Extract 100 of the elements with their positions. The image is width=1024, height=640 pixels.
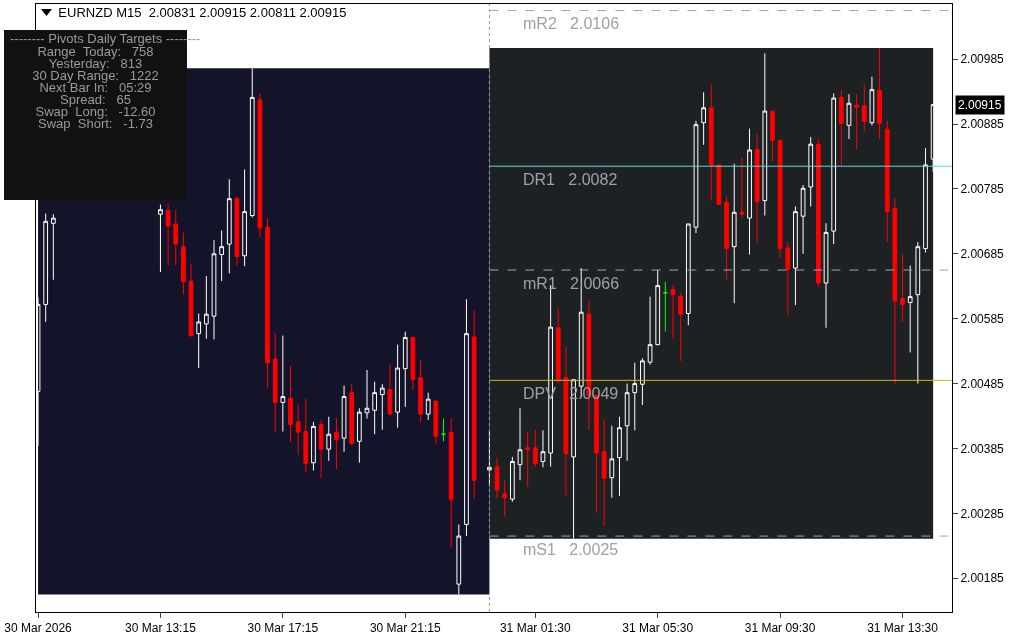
candlestick [601,419,607,527]
candlestick [395,344,400,429]
x-tick-label: 31 Mar 01:30 [499,621,571,636]
candlestick [724,196,729,281]
annotation: Spread: 65 [59,92,132,107]
candlestick [303,398,309,473]
candlestick [632,362,638,431]
candlestick [923,147,928,254]
candlestick [816,137,821,288]
candlestick [800,184,806,255]
candlestick [196,313,202,369]
candlestick [884,120,890,243]
candlestick [823,222,829,329]
candlestick [563,346,569,496]
candlestick [662,281,668,333]
ref-line-label: DR1 2.0082 [523,171,618,188]
y-tick-label: 2.00285 [960,506,1005,521]
candlestick [249,67,255,218]
candlestick [326,416,332,462]
candlestick [540,429,546,468]
candlestick [242,168,247,267]
candlestick [356,407,362,464]
y-tick-label: 2.00485 [960,376,1005,391]
candlestick [930,104,936,173]
x-tick-label: 30 Mar 13:15 [125,621,197,636]
candlestick [349,383,355,446]
candlestick [915,241,921,385]
y-tick-label: 2.00785 [960,182,1005,197]
candlestick [219,229,225,282]
candlestick [907,265,913,353]
candlestick [716,164,722,205]
candlestick [555,307,561,385]
candlestick [471,309,477,500]
candlestick [624,383,630,462]
candlestick [272,332,278,433]
candlestick [747,128,752,255]
candlestick [670,284,676,340]
candlestick [525,431,531,488]
candlestick [831,93,837,245]
candlestick [793,205,798,306]
candlestick [43,213,49,323]
candlestick [509,456,515,503]
candlestick [257,93,263,238]
candlestick [341,385,347,453]
candlestick [777,139,783,259]
candlestick [892,197,898,385]
candlestick [425,392,431,421]
candlestick [334,417,339,470]
candlestick [464,298,469,537]
candlestick [754,133,760,244]
candlestick [647,296,653,366]
candlestick [402,331,408,408]
candlestick [609,425,615,499]
candlestick [708,83,714,202]
candlestick [640,357,645,406]
candlestick [418,359,423,424]
candlestick [311,421,316,472]
candlestick [685,223,691,326]
candlestick [372,381,378,435]
x-tick-label: 31 Mar 13:30 [867,621,939,636]
y-tick-label: 2.00685 [960,247,1005,262]
candlestick [50,213,56,281]
candlestick [861,83,867,132]
candlestick [655,269,661,346]
y-tick-label: 2.00985 [960,52,1005,67]
candlestick [280,335,286,433]
candlestick [181,231,186,296]
candlestick [165,204,171,266]
candlestick [532,429,538,468]
candlestick [900,253,905,323]
candlestick [838,89,844,167]
candlestick [203,275,209,340]
candlestick [379,383,385,431]
candlestick [448,417,454,549]
candlestick [441,418,446,442]
x-tick-label: 31 Mar 05:30 [622,621,694,636]
chart-title: EURNZD M15 2.00831 2.00915 2.00811 2.00915 [58,5,347,21]
candlestick [173,209,179,266]
candlestick [785,241,791,316]
candlestick [762,52,768,217]
candlestick [678,292,684,362]
candlestick [494,457,500,499]
candlestick [739,157,745,218]
candlestick [295,403,301,456]
candlestick [770,109,775,162]
candlestick [869,76,875,126]
candlestick [617,416,622,497]
candlestick [226,178,232,274]
candlestick [387,363,393,415]
ref-line-label: mR2 2.0106 [523,15,620,32]
candlestick [288,365,293,443]
candlestick [265,217,270,389]
x-tick-label: 30 Mar 17:15 [247,621,319,636]
x-tick-label: 30 Mar 2026 [4,621,73,636]
annotation: -------- Pivots Daily Targets -------- [10,31,201,46]
y-tick-label: 2.00185 [960,571,1005,586]
candlestick [410,337,416,391]
candlestick [188,263,194,338]
candlestick [808,136,814,207]
y-tick-label: 2.00885 [960,117,1005,132]
